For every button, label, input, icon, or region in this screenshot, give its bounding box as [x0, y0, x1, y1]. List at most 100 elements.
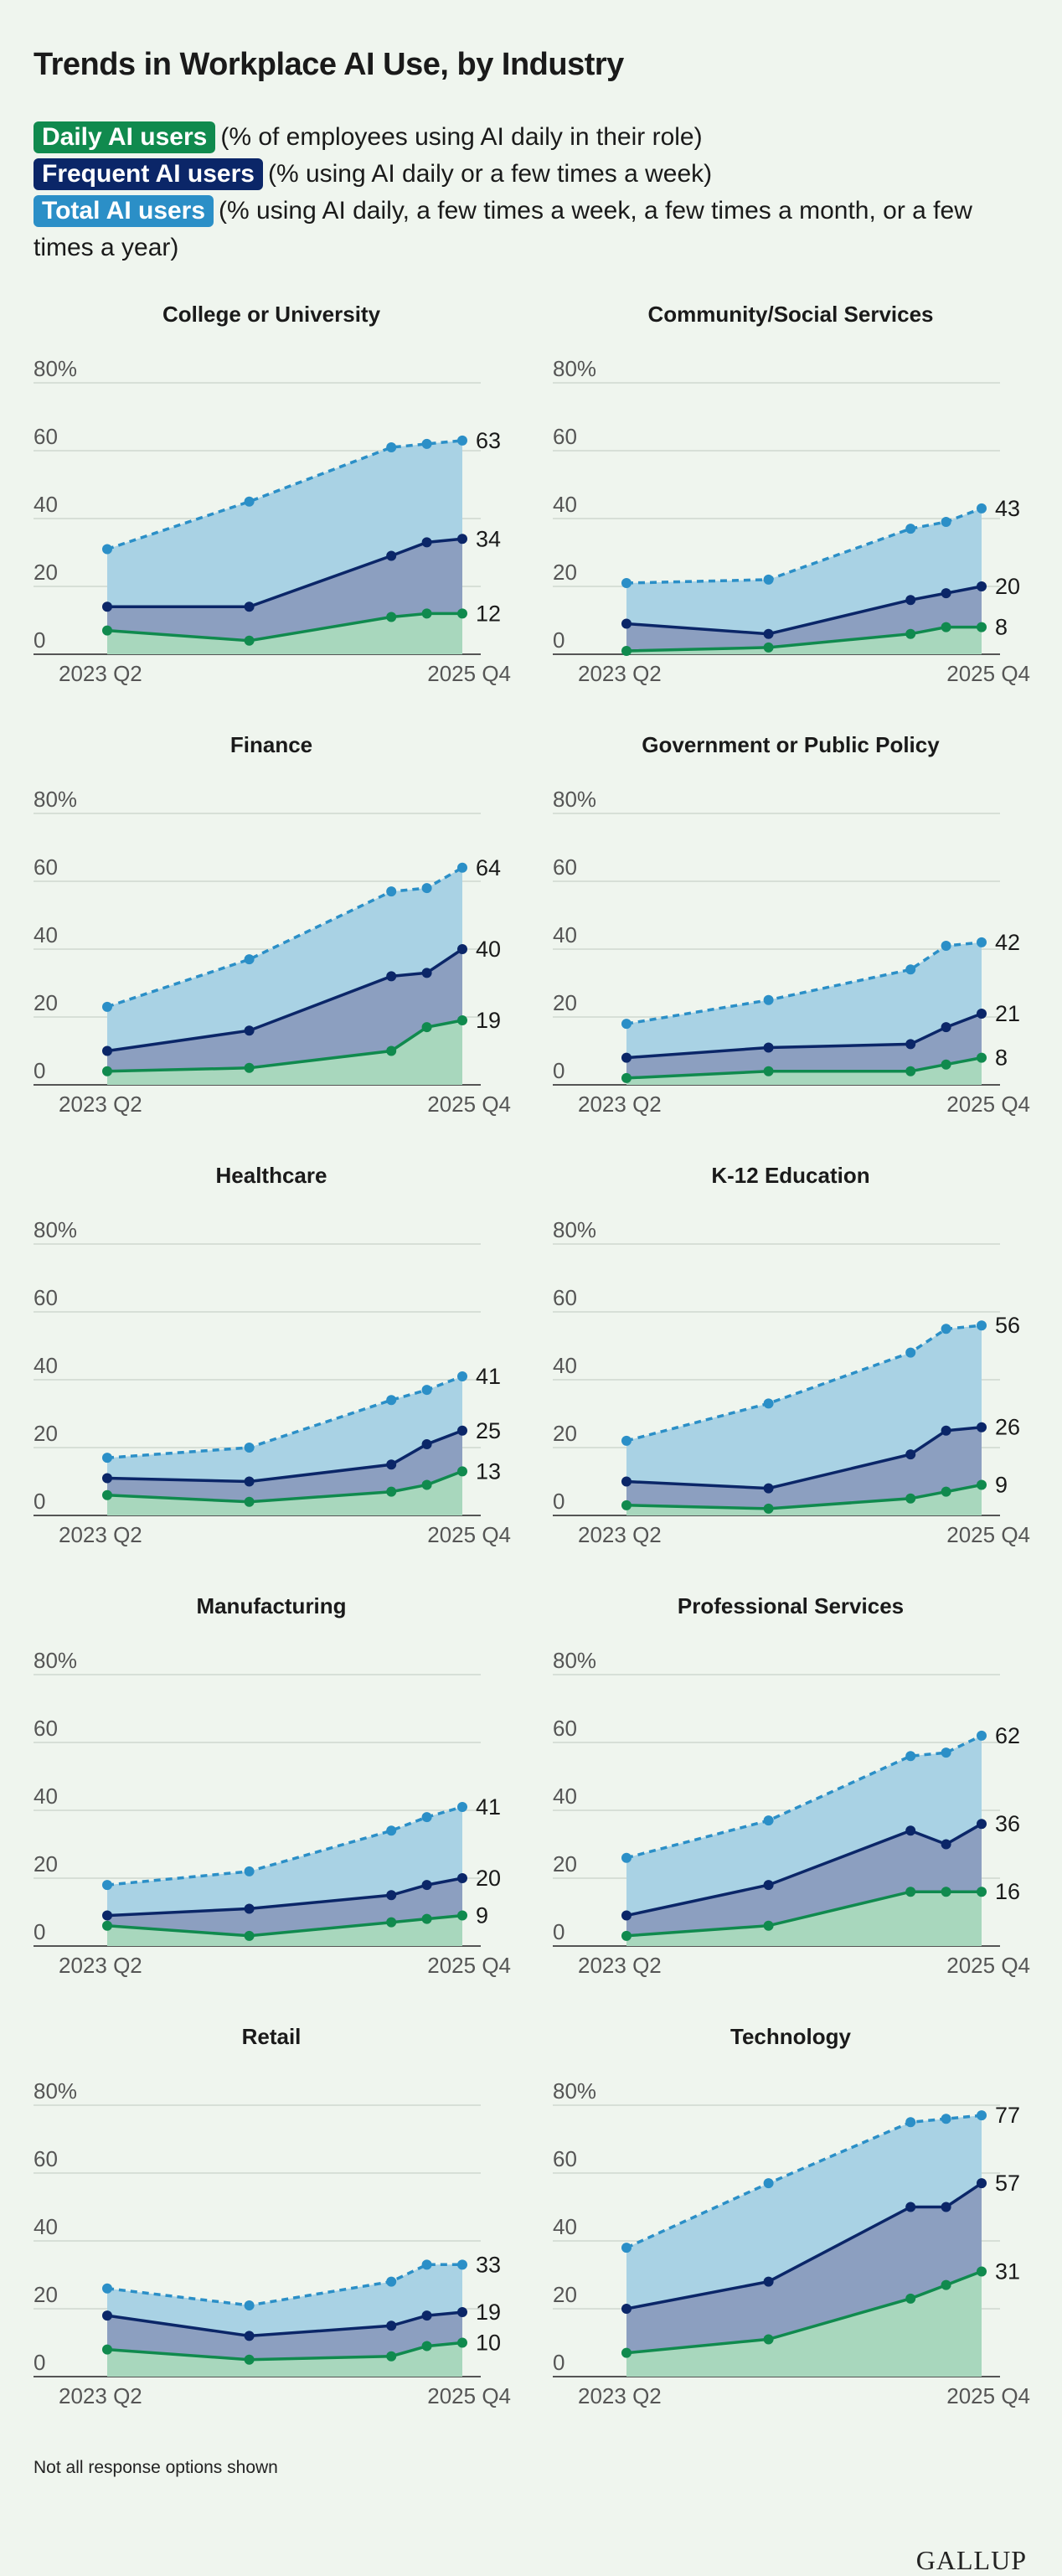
frequent-point: [621, 618, 632, 629]
panel-title: Community/Social Services: [647, 302, 933, 327]
daily-area: [107, 1915, 462, 1946]
total-area: [626, 508, 982, 634]
frequent-point: [905, 2202, 916, 2212]
frequent-point: [457, 2307, 467, 2318]
frequent-point: [102, 2310, 112, 2321]
total-point: [386, 2276, 397, 2287]
frequent-point: [977, 1008, 987, 1019]
total-point: [763, 2178, 774, 2189]
daily-point: [941, 1486, 951, 1497]
frequent-point: [621, 2304, 632, 2314]
total-point: [421, 883, 432, 894]
y-tick-label: 20: [34, 2282, 58, 2307]
frequent-point: [457, 944, 467, 954]
daily-point: [941, 622, 951, 632]
y-tick-label: 20: [34, 560, 58, 585]
daily-point: [621, 1500, 632, 1510]
daily-line: [626, 1056, 982, 1080]
frequent-point: [763, 1042, 774, 1053]
total-point: [102, 1880, 112, 1891]
y-tick-label: 40: [553, 922, 577, 947]
daily-point: [457, 1015, 467, 1026]
x-start-label: 2023 Q2: [59, 1092, 142, 1117]
x-end-label: 2025 Q4: [946, 1953, 1030, 1978]
daily-line: [626, 1483, 982, 1510]
y-tick-label: 20: [34, 990, 58, 1015]
legend-badge-total: Total AI users: [34, 195, 214, 227]
total-line: [626, 2114, 982, 2249]
frequent-area: [626, 586, 982, 651]
frequent-point: [941, 588, 951, 599]
daily-point: [421, 1913, 432, 1924]
chart-panel: Technology 80% 60 40 20 0 2023 Q2 2025 Q4 77 57 31: [553, 2024, 1030, 2408]
total-end-label: 41: [476, 1794, 501, 1820]
daily-point: [421, 1022, 432, 1033]
y-tick-label: 40: [553, 1353, 577, 1378]
frequent-line: [626, 2181, 982, 2310]
total-point: [941, 1324, 951, 1334]
daily-point: [621, 1930, 632, 1941]
daily-point: [102, 1920, 112, 1931]
total-point: [941, 517, 951, 528]
daily-point: [421, 1479, 432, 1490]
frequent-point: [457, 1425, 467, 1436]
y-tick-label: 0: [553, 1919, 565, 1944]
x-start-label: 2023 Q2: [578, 1522, 662, 1547]
daily-line: [106, 1913, 463, 1938]
daily-point: [977, 1479, 987, 1490]
frequent-point: [905, 595, 916, 606]
y-tick-label: 0: [34, 2350, 45, 2375]
daily-line: [106, 612, 462, 643]
frequent-end-label: 20: [476, 1866, 501, 1891]
frequent-line: [626, 585, 982, 636]
frequent-point: [941, 1839, 951, 1850]
total-point: [457, 1371, 467, 1381]
x-end-label: 2025 Q4: [427, 1522, 511, 1547]
x-end-label: 2025 Q4: [946, 1522, 1030, 1547]
frequent-point: [386, 2320, 397, 2331]
frequent-line: [626, 1012, 982, 1060]
total-area: [107, 440, 462, 607]
daily-point: [905, 1066, 916, 1076]
frequent-point: [905, 1039, 916, 1050]
frequent-point: [244, 601, 255, 612]
total-line: [626, 941, 982, 1025]
frequent-area: [107, 539, 462, 641]
total-point: [421, 1812, 432, 1823]
daily-area: [626, 1892, 982, 1946]
total-line: [106, 1375, 463, 1459]
total-point: [905, 964, 916, 975]
total-point: [244, 1443, 255, 1453]
y-tick-label: 80%: [553, 1217, 596, 1242]
panel-title: Manufacturing: [196, 1593, 346, 1618]
frequent-point: [941, 2202, 951, 2212]
total-area: [107, 1806, 462, 1916]
frequent-area: [626, 1824, 982, 1936]
frequent-point: [421, 1438, 432, 1449]
total-point: [977, 1730, 987, 1741]
x-start-label: 2023 Q2: [59, 661, 142, 686]
total-point: [621, 577, 632, 588]
panel-title: Healthcare: [216, 1163, 327, 1188]
daily-point: [941, 1059, 951, 1070]
y-tick-label: 80%: [34, 1217, 77, 1242]
daily-line: [106, 2341, 463, 2362]
total-area: [626, 942, 982, 1058]
frequent-area: [107, 1878, 462, 1936]
daily-area: [107, 1471, 462, 1515]
daily-line: [626, 1890, 982, 1938]
frequent-line: [106, 947, 463, 1053]
daily-area: [107, 1020, 462, 1085]
frequent-point: [421, 1880, 432, 1891]
y-tick-label: 80%: [34, 2078, 77, 2104]
y-tick-label: 80%: [34, 1648, 77, 1673]
x-start-label: 2023 Q2: [59, 2383, 142, 2408]
chart-panel: Retail 80% 60 40 20 0 2023 Q2 2025 Q4 33 19 10: [34, 2024, 511, 2408]
frequent-point: [621, 1052, 632, 1063]
y-tick-label: 40: [553, 1784, 577, 1809]
daily-point: [244, 1930, 255, 1941]
frequent-area: [626, 1427, 982, 1509]
total-line: [106, 439, 463, 551]
frequent-point: [977, 581, 987, 591]
legend-item-frequent: Frequent AI users (% using AI daily or a …: [34, 156, 1022, 193]
